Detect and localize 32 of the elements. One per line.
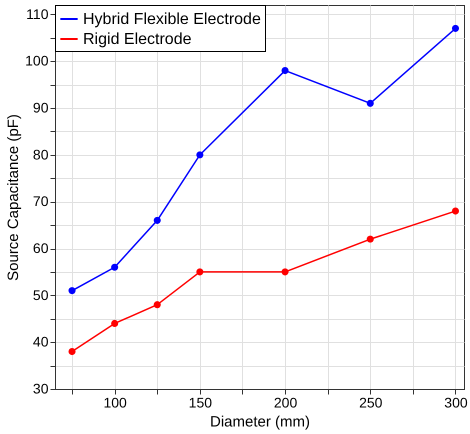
- point: [282, 67, 289, 74]
- legend-label: Rigid Electrode: [83, 31, 192, 48]
- point: [282, 268, 289, 276]
- point: [68, 348, 76, 356]
- point: [452, 208, 460, 215]
- point: [111, 264, 118, 271]
- y-tick-label: 70: [32, 193, 49, 210]
- y-tick-label: 40: [32, 334, 49, 350]
- point: [366, 236, 374, 243]
- y-tick-label: 100: [25, 52, 49, 69]
- y-axis-title: Source Capacitance (pF): [5, 114, 22, 281]
- point: [68, 287, 76, 294]
- x-tick-label: 150: [188, 394, 212, 410]
- y-tick-label: 90: [32, 100, 49, 116]
- point: [154, 216, 161, 224]
- point: [111, 320, 118, 327]
- x-tick-label: 300: [444, 394, 468, 410]
- x-tick-label: 100: [103, 394, 128, 410]
- x-tick-label: 200: [274, 394, 298, 410]
- x-tick-label: 250: [359, 394, 383, 410]
- y-tick-label: 110: [26, 6, 49, 22]
- point: [366, 100, 374, 107]
- y-tick-label: 80: [32, 146, 49, 162]
- point: [154, 301, 161, 308]
- legend-label: Hybrid Flexible Electrode: [83, 11, 261, 28]
- y-tick-label: 60: [32, 240, 49, 256]
- point: [196, 151, 204, 158]
- x-axis-title: Diameter (mm): [210, 414, 310, 430]
- y-tick-label: 30: [32, 380, 49, 396]
- point: [196, 268, 204, 276]
- point: [452, 24, 460, 32]
- y-tick-label: 50: [32, 286, 49, 303]
